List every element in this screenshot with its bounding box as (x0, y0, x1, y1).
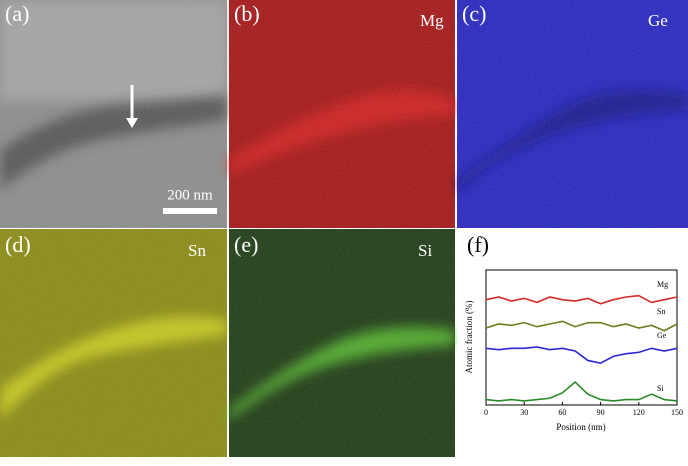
series-label: Sn (657, 307, 665, 316)
panel-label: (a) (5, 1, 29, 26)
x-tick-label: 120 (633, 408, 645, 417)
panel-label: (e) (234, 232, 258, 257)
x-tick-label: 90 (597, 408, 605, 417)
panel-label: (b) (234, 1, 260, 26)
x-tick-label: 60 (558, 408, 566, 417)
line (485, 346, 678, 364)
y-axis-label: Atomic fraction (%) (464, 301, 474, 374)
x-axis-label: Position (nm) (556, 422, 605, 432)
scale-bar-label: 200 nm (167, 187, 213, 203)
panel-b: (b) Mg (229, 0, 455, 228)
x-tick-label: 0 (484, 408, 488, 417)
x-tick-label: 150 (671, 408, 683, 417)
panel-d: (d) Sn (0, 229, 227, 457)
series-label: Si (657, 384, 664, 393)
panel-label: (c) (462, 1, 486, 26)
element-label: Si (418, 241, 432, 260)
element-label: Sn (188, 241, 206, 260)
panel-f: (f) Position (nm) Atomic fraction (%) (457, 229, 688, 457)
series-label: Ge (657, 331, 667, 340)
series-label: Mg (657, 280, 668, 289)
line (485, 380, 678, 402)
panel-a: 200 nm (a) (0, 0, 227, 228)
panel-label: (f) (467, 232, 489, 257)
element-label: Ge (648, 11, 668, 30)
line (485, 294, 678, 305)
panel-label: (d) (5, 232, 31, 257)
panel-e: (e) Si (229, 229, 455, 457)
line (485, 320, 678, 332)
panel-c: (c) Ge (457, 0, 688, 228)
x-tick-label: 30 (520, 408, 528, 417)
element-label: Mg (420, 11, 444, 30)
